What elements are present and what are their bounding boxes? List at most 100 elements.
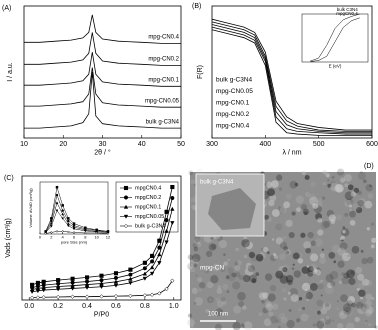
tem-texture xyxy=(271,209,280,217)
tem-texture xyxy=(316,299,324,307)
tem-texture xyxy=(308,193,317,201)
tem-texture xyxy=(225,275,230,280)
tem-texture xyxy=(261,300,265,304)
tem-texture xyxy=(296,207,301,213)
tem-texture xyxy=(358,289,366,297)
tem-texture xyxy=(258,312,263,317)
tem-texture xyxy=(264,214,269,220)
tem-texture xyxy=(279,312,286,320)
x-tick-label: 8 xyxy=(84,235,87,240)
tem-texture xyxy=(364,200,373,209)
tem-texture xyxy=(206,281,214,289)
series-line xyxy=(32,197,173,288)
marker xyxy=(170,195,175,201)
tem-texture xyxy=(349,297,353,301)
tem-texture xyxy=(215,297,221,303)
tem-texture xyxy=(320,294,323,297)
tem-texture xyxy=(237,291,246,301)
marker xyxy=(123,223,129,229)
tem-texture xyxy=(243,236,248,241)
tem-texture xyxy=(336,168,345,176)
marker xyxy=(142,260,147,265)
tem-texture xyxy=(302,307,306,310)
tem-texture xyxy=(227,272,236,282)
x-tick-label: 10 xyxy=(20,141,28,148)
tem-texture xyxy=(314,268,318,273)
tem-texture xyxy=(187,262,197,271)
tem-texture xyxy=(302,306,305,310)
tem-texture xyxy=(258,291,265,298)
tem-texture xyxy=(353,187,360,194)
marker xyxy=(70,286,75,291)
marker xyxy=(83,231,87,235)
tem-texture xyxy=(347,184,354,191)
tem-texture xyxy=(220,296,226,302)
tem-texture xyxy=(337,323,344,330)
tem-texture xyxy=(266,181,273,188)
marker xyxy=(99,285,104,290)
tem-texture xyxy=(187,318,195,327)
tem-texture xyxy=(304,174,310,180)
marker xyxy=(164,228,169,233)
marker xyxy=(128,267,133,272)
marker xyxy=(70,294,75,299)
tem-texture xyxy=(242,326,246,329)
tem-texture xyxy=(293,270,301,278)
marker xyxy=(49,225,53,228)
x-tick-label: 0.0 xyxy=(24,303,34,310)
tem-texture xyxy=(265,303,273,311)
tem-texture xyxy=(269,254,277,262)
series-label: mpg-CN0.1 xyxy=(148,78,179,84)
tem-texture xyxy=(342,229,346,234)
tem-texture xyxy=(348,277,356,286)
tem-texture xyxy=(341,252,351,262)
tem-texture xyxy=(317,310,321,314)
tem-texture xyxy=(282,236,287,240)
tem-texture xyxy=(283,297,287,301)
tem-texture xyxy=(343,173,352,182)
tem-texture xyxy=(198,287,203,292)
tem-texture xyxy=(307,266,314,273)
tem-texture xyxy=(279,206,287,214)
tem-texture xyxy=(280,316,288,324)
marker xyxy=(67,219,70,223)
tem-texture xyxy=(360,249,364,253)
tem-texture xyxy=(245,241,253,250)
tem-texture xyxy=(284,249,291,256)
x-axis-label: 2θ / ° xyxy=(94,149,111,157)
tem-texture xyxy=(281,287,287,293)
tem-texture xyxy=(188,170,194,176)
x-tick-label: 400 xyxy=(259,141,271,148)
series-line xyxy=(24,71,181,129)
tem-texture xyxy=(205,308,210,313)
tem-texture xyxy=(208,243,217,251)
marker xyxy=(164,286,169,292)
tem-texture xyxy=(370,244,375,249)
marker xyxy=(170,206,175,211)
marker xyxy=(164,218,169,223)
marker xyxy=(128,293,133,299)
tem-texture xyxy=(327,282,333,289)
tem-texture xyxy=(327,183,332,188)
marker xyxy=(157,261,162,266)
series-label: mpg-CN0.05 xyxy=(145,98,180,104)
tem-texture xyxy=(374,325,378,329)
tem-texture xyxy=(340,177,346,183)
tem-texture xyxy=(357,190,362,196)
tem-texture xyxy=(187,313,193,318)
x-tick-label: 2 xyxy=(50,235,53,240)
tem-texture xyxy=(264,273,273,281)
tem-texture xyxy=(272,252,277,257)
x-tick-label: 20 xyxy=(59,141,67,148)
tem-texture xyxy=(328,214,336,222)
marker xyxy=(66,222,70,225)
x-axis-label: λ / nm xyxy=(282,150,301,157)
tem-texture xyxy=(317,229,324,236)
tem-texture xyxy=(296,318,301,323)
marker xyxy=(142,276,148,281)
tem-texture xyxy=(339,237,343,241)
marker xyxy=(142,271,148,276)
tem-texture xyxy=(286,319,295,329)
tem-texture xyxy=(188,266,193,271)
tem-texture xyxy=(233,305,242,314)
